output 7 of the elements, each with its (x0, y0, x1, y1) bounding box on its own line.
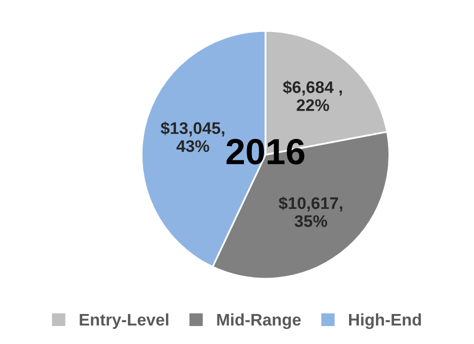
legend-label: Mid-Range (217, 313, 301, 329)
text: 2016 (226, 138, 304, 164)
legend-label: High-End (349, 313, 421, 329)
legend-label: Entry-Level (80, 313, 168, 329)
data-label: $6,684 , 22% (282, 80, 342, 112)
data-label: $10,617, 35% (278, 196, 342, 228)
data-label: $13,045, 43% (160, 122, 224, 152)
